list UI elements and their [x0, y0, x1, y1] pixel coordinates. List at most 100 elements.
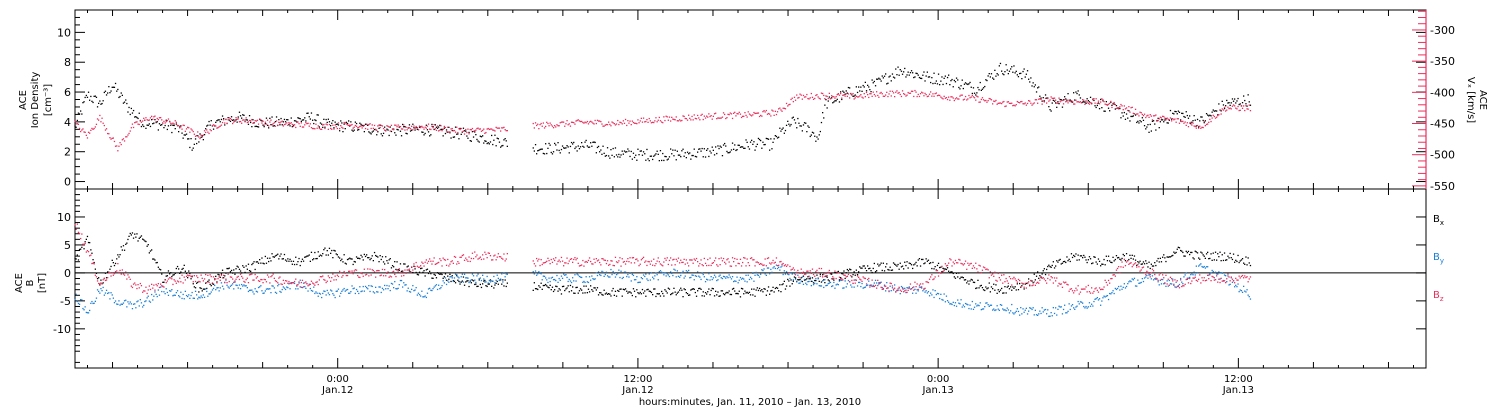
bx-series-point: [319, 254, 322, 256]
by-series-point: [1152, 279, 1155, 281]
ion-density-series-point: [597, 145, 600, 148]
velocity-series-point: [84, 131, 86, 133]
ion-density-series-point: [469, 140, 471, 142]
bz-series-point: [459, 256, 461, 258]
by-series-point: [439, 288, 441, 290]
ion-density-series-point: [1238, 103, 1240, 106]
by-series-point: [1145, 276, 1147, 278]
bz-series-point: [709, 257, 711, 259]
by-series-point: [1012, 312, 1014, 314]
top-right-tick-label: -400: [1430, 86, 1455, 99]
velocity-series-point: [882, 95, 884, 97]
velocity-series-point: [151, 115, 153, 117]
velocity-series-point: [984, 100, 986, 102]
velocity-series-point: [173, 123, 175, 125]
velocity-series-point: [477, 127, 479, 129]
bx-series-point: [431, 277, 433, 279]
ion-density-series-point: [339, 130, 341, 132]
bx-series-point: [413, 265, 415, 267]
by-series-point: [904, 287, 906, 289]
by-series-point: [1111, 292, 1113, 294]
by-series-point: [433, 286, 435, 288]
bx-series-point: [994, 289, 996, 291]
velocity-series-point: [83, 131, 85, 133]
bz-series-point: [207, 274, 209, 276]
ion-density-series-point: [105, 94, 108, 96]
velocity-series-point: [615, 123, 618, 125]
ion-density-series-point: [172, 124, 174, 126]
velocity-series-point: [178, 125, 180, 127]
by-series-point: [477, 273, 479, 275]
ion-density-series-point: [775, 135, 778, 138]
by-series-point: [927, 291, 930, 293]
velocity-series-point: [641, 121, 644, 123]
bx-series-point: [1210, 253, 1212, 255]
by-series-point: [405, 284, 407, 286]
ion-density-series-point: [501, 145, 503, 147]
velocity-series-point: [163, 120, 165, 122]
by-series-point: [461, 273, 463, 275]
by-series-point: [727, 277, 729, 279]
ion-density-series-point: [493, 139, 495, 141]
bx-series-point: [849, 268, 851, 270]
ion-density-series-point: [486, 142, 488, 145]
by-series-point: [1236, 286, 1238, 288]
bz-series-point: [343, 270, 345, 273]
ion-density-series-point: [189, 146, 191, 149]
bx-series-point: [503, 285, 505, 287]
velocity-series-point: [1130, 107, 1132, 109]
ion-density-series-point: [283, 118, 286, 121]
velocity-series-point: [165, 121, 167, 123]
ion-density-series-point: [1169, 109, 1172, 112]
ion-density-series-point: [532, 147, 534, 149]
ion-density-series-point: [1214, 110, 1217, 112]
by-series-point: [682, 270, 684, 272]
bx-series-point: [703, 295, 705, 297]
bz-series-point: [238, 278, 241, 281]
ion-density-series-point: [865, 90, 868, 92]
by-series-point: [372, 291, 374, 293]
bx-series-point: [144, 240, 146, 242]
bx-series-point: [366, 254, 368, 256]
by-series-point: [479, 277, 481, 279]
ion-density-series-point: [250, 121, 252, 124]
velocity-series-point: [954, 98, 957, 100]
by-series-point: [1008, 312, 1011, 314]
by-series-point: [1005, 310, 1007, 312]
bx-series-point: [391, 265, 394, 267]
velocity-series-point: [793, 96, 796, 98]
bz-series-point: [130, 285, 132, 287]
by-series-point: [549, 280, 551, 283]
ion-density-series-point: [1136, 121, 1138, 124]
bz-series-point: [379, 275, 381, 277]
bx-series-point: [160, 269, 162, 271]
velocity-series-point: [171, 123, 173, 125]
bz-series-point: [425, 259, 427, 261]
velocity-series-point: [601, 123, 603, 125]
ion-density-series-point: [197, 135, 199, 137]
velocity-series-point: [369, 123, 371, 125]
bz-series-point: [912, 286, 914, 289]
by-series-point: [447, 280, 449, 282]
velocity-series-point: [995, 99, 997, 102]
velocity-series-point: [633, 122, 636, 124]
by-series-point: [592, 278, 594, 280]
bz-series-point: [546, 260, 548, 262]
ion-density-series-point: [103, 91, 105, 94]
ion-density-series-point: [471, 131, 474, 133]
bx-series-point: [627, 292, 629, 294]
bx-series-point: [670, 293, 672, 296]
ion-density-series-point: [364, 123, 367, 125]
bx-series-point: [1094, 256, 1096, 258]
bx-series-point: [229, 271, 232, 273]
bx-series-point: [156, 261, 158, 264]
bz-series-point: [533, 263, 535, 265]
bx-series-point: [406, 266, 408, 268]
velocity-series-point: [1088, 103, 1091, 105]
by-series-point: [1129, 280, 1131, 282]
ion-density-series-point: [429, 135, 431, 137]
velocity-series-point: [1030, 102, 1032, 104]
bx-series-point: [756, 287, 758, 289]
bz-series-point: [160, 283, 162, 285]
velocity-series-point: [1094, 102, 1096, 104]
